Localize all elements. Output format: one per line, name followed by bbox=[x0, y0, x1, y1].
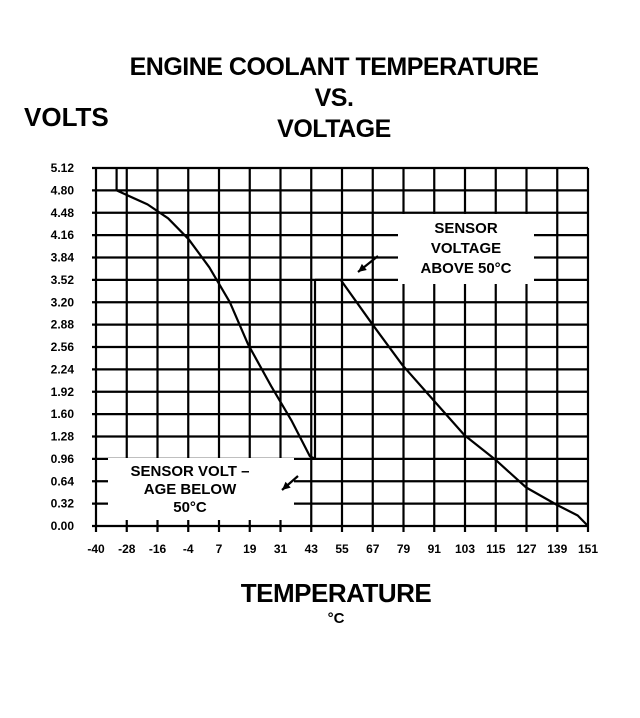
series-line-below-50C bbox=[115, 168, 317, 460]
title-line-2: VS. bbox=[314, 84, 354, 112]
x-tick-label: -28 bbox=[118, 542, 136, 556]
annotation-box bbox=[398, 214, 534, 284]
y-tick-labels: 5.12 4.80 4.48 4.16 3.84 3.52 3.20 2.88 2.56 2.24… bbox=[51, 161, 75, 533]
y-tick-label: 4.16 bbox=[51, 228, 75, 242]
series-lines bbox=[115, 168, 589, 527]
y-tick-label: 3.84 bbox=[51, 251, 75, 265]
y-tick-label: 3.52 bbox=[51, 273, 75, 287]
x-tick-label: 19 bbox=[243, 542, 257, 556]
y-tick-label: 0.96 bbox=[51, 452, 75, 466]
annotation-box bbox=[108, 458, 294, 520]
arrow-below-50c-head bbox=[282, 481, 291, 490]
x-tick-label: 55 bbox=[335, 542, 349, 556]
annotation-text: VOLTAGE bbox=[431, 240, 501, 257]
x-tick-label: 115 bbox=[486, 542, 506, 556]
y-tick-label: 0.64 bbox=[51, 474, 75, 488]
y-tick-label: 2.88 bbox=[51, 318, 75, 332]
y-tick-label: 1.28 bbox=[51, 430, 75, 444]
x-tick-label: -40 bbox=[87, 542, 105, 556]
x-tick-label: 43 bbox=[305, 542, 319, 556]
x-tick-label: 91 bbox=[428, 542, 442, 556]
x-tick-label: 127 bbox=[516, 542, 536, 556]
title-line-1: ENGINE COOLANT TEMPERATURE bbox=[129, 53, 539, 81]
chart-title: ENGINE COOLANT TEMPERATURE VS. VOLTAGE bbox=[0, 52, 640, 145]
annotation-text: 50°C bbox=[173, 499, 207, 516]
x-tick-label: 67 bbox=[366, 542, 380, 556]
annotation-text: SENSOR bbox=[434, 220, 498, 237]
y-tick-label: 3.20 bbox=[51, 295, 75, 309]
y-tick-label: 0.32 bbox=[51, 497, 75, 511]
y-tick-label: 4.80 bbox=[51, 183, 75, 197]
x-tick-label: 139 bbox=[547, 542, 567, 556]
title-line-3: VOLTAGE bbox=[277, 115, 391, 143]
y-tick-label: 1.60 bbox=[51, 407, 75, 421]
x-tick-labels: -40 -28 -16 -4 7 19 31 43 55 67 79 91 103 115 127 139 15… bbox=[87, 542, 598, 556]
x-tick-label: 103 bbox=[455, 542, 475, 556]
annotation-text: AGE BELOW bbox=[144, 481, 237, 498]
annotation-text: SENSOR VOLT – bbox=[131, 463, 250, 480]
y-tick-label: 0.00 bbox=[51, 519, 75, 533]
y-axis-label: VOLTS bbox=[24, 102, 109, 132]
y-tick-label: 1.92 bbox=[51, 385, 75, 399]
arrow-above-50c-head bbox=[358, 263, 367, 272]
y-tick-label: 2.56 bbox=[51, 340, 75, 354]
x-tick-label: 7 bbox=[216, 542, 223, 556]
x-tick-label: -4 bbox=[183, 542, 194, 556]
y-tick-label: 2.24 bbox=[51, 362, 75, 376]
x-tick-label: 79 bbox=[397, 542, 411, 556]
x-tick-label: -16 bbox=[149, 542, 167, 556]
x-axis-unit: °C bbox=[327, 610, 345, 627]
y-tick-label: 5.12 bbox=[51, 161, 75, 175]
x-axis-label: TEMPERATURE bbox=[240, 578, 432, 608]
y-tick-label: 4.48 bbox=[51, 206, 75, 220]
annotations: SENSOR VOLTAGE ABOVE 50°C SENSOR VOLT –AGE … bbox=[108, 214, 534, 520]
x-tick-label: 151 bbox=[578, 542, 598, 556]
annotation-text: ABOVE 50°C bbox=[420, 260, 511, 277]
x-tick-label: 31 bbox=[274, 542, 288, 556]
series-line-above-50C bbox=[315, 278, 589, 527]
